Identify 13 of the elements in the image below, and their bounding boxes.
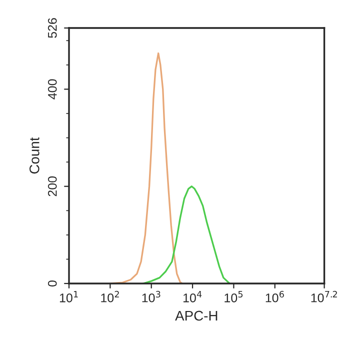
- x-tick-label: 10$^{1}$: [60, 291, 78, 302]
- x-tick-label: 10$^{4}$: [183, 291, 202, 302]
- x-axis-title: APC-H: [175, 310, 218, 321]
- y-axis-title: Count: [29, 137, 40, 174]
- x-tick-label: 10$^{7.2}$: [311, 290, 337, 302]
- y-tick-label: 526: [48, 18, 57, 38]
- x-tick-label: 10$^{2}$: [101, 290, 119, 302]
- x-tick-label: 10$^{3}$: [142, 290, 160, 302]
- x-tick-label: 10$^{5}$: [224, 291, 243, 302]
- y-tick-label: 400: [48, 79, 57, 100]
- y-tick-label: 200: [48, 176, 57, 196]
- y-tick-label: 0: [48, 280, 57, 286]
- x-tick-label: 10$^{6}$: [266, 290, 284, 302]
